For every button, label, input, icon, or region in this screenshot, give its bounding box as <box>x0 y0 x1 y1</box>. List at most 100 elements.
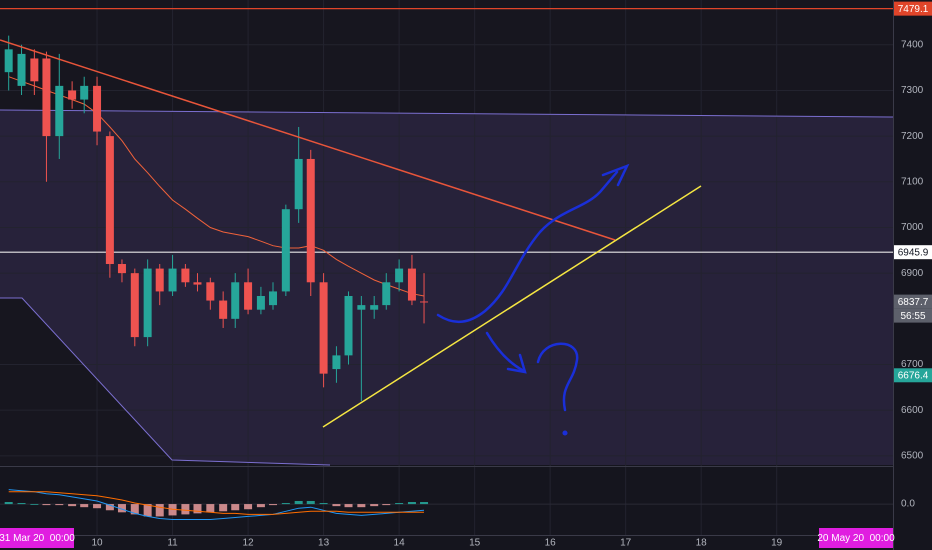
hand-drawing <box>436 163 630 436</box>
histogram-bar <box>219 504 228 512</box>
x-tick-label: 18 <box>696 538 708 549</box>
candles <box>4 35 429 402</box>
histogram-bar <box>244 504 253 510</box>
candle-body <box>370 305 379 310</box>
candle-body <box>143 268 152 338</box>
candle-body <box>344 295 353 356</box>
y-tick-label: 7400 <box>901 39 924 50</box>
price-label-box <box>894 1 932 16</box>
candle-body <box>93 85 102 132</box>
y-tick-label: 7000 <box>901 222 924 233</box>
histogram-bar <box>80 504 89 508</box>
x-tick-label: 17 <box>620 538 632 549</box>
channel-top <box>0 109 894 118</box>
up-arrow <box>436 170 619 323</box>
candle-body <box>420 301 429 303</box>
candle-body <box>68 90 77 100</box>
edge-date-box <box>0 528 74 548</box>
signal-line <box>8 491 424 515</box>
histogram-bar <box>281 503 290 505</box>
candle-body <box>206 282 215 301</box>
histogram-bar <box>231 504 240 511</box>
candle-body <box>130 273 139 338</box>
histogram-bar <box>130 504 139 515</box>
histogram-bar <box>117 504 126 513</box>
up-arrow-head <box>601 163 630 187</box>
y-tick-label: 6500 <box>901 451 924 462</box>
edge-date-box <box>819 528 893 548</box>
candle-body <box>30 58 39 82</box>
histogram-bar <box>143 504 152 517</box>
histogram-bar <box>382 504 391 506</box>
x-tick-label: 15 <box>469 538 481 549</box>
candle-body <box>256 295 265 310</box>
candle-body <box>105 136 114 265</box>
histogram-bar <box>294 500 303 505</box>
histogram-bar <box>55 504 64 506</box>
x-tick-label: 13 <box>318 538 330 549</box>
candle-body <box>181 268 190 283</box>
grid <box>0 0 893 535</box>
down-arrow-head <box>506 353 527 374</box>
x-tick-label: 16 <box>545 538 557 549</box>
histogram-bar <box>17 503 26 505</box>
histogram-bar <box>105 504 114 511</box>
histogram-bar <box>344 504 353 508</box>
question-mark <box>536 342 579 412</box>
candle-body <box>319 282 328 374</box>
price-lines <box>0 8 893 253</box>
x-tick-label: 14 <box>394 538 406 549</box>
candle-body <box>407 268 416 301</box>
y-tick-label: 6700 <box>901 359 924 370</box>
y-tick-label: 7100 <box>901 176 924 187</box>
y-tick-label: 7300 <box>901 85 924 96</box>
histogram-bar <box>193 504 202 514</box>
trendline-up <box>322 185 702 428</box>
edge-date-label: 20 May 20 00:00 <box>817 533 895 544</box>
price-label-box <box>894 368 932 383</box>
histogram-bar <box>268 504 277 506</box>
candle-body <box>55 85 64 137</box>
down-arrow <box>485 331 526 373</box>
candle-body <box>244 282 253 310</box>
countdown-box <box>894 308 932 323</box>
candle-body <box>80 85 89 100</box>
histogram-bar <box>206 504 215 513</box>
price-label-box <box>894 294 932 309</box>
candle-body <box>42 58 51 137</box>
candle-body <box>294 158 303 210</box>
histogram-bar <box>395 503 404 505</box>
candle-body <box>306 158 315 283</box>
channel-bottom <box>0 297 331 466</box>
axis-labels: 10 11 12 13 14 15 16 17 18 19 6500 6600 6700 6900 7000… <box>91 39 923 548</box>
histogram-bar <box>4 502 13 505</box>
histogram-bar <box>306 500 315 505</box>
y-tick-label: 6600 <box>901 405 924 416</box>
edge-date-label: 31 Mar 20 00:00 <box>0 533 75 544</box>
histogram-bar <box>30 504 39 505</box>
candle-body <box>332 355 341 370</box>
x-tick-label: 11 <box>167 538 178 549</box>
countdown: 56:55 <box>900 311 925 322</box>
histogram-bar <box>357 504 366 508</box>
candle-body <box>219 300 228 319</box>
macd-line <box>8 489 425 520</box>
histogram-bar <box>155 504 164 517</box>
trendline-down <box>0 39 616 241</box>
x-tick-label: 12 <box>243 538 255 549</box>
candle-body <box>357 305 366 310</box>
histogram-bar <box>407 502 416 505</box>
indicator-tick-label: 0.0 <box>901 499 915 510</box>
indicator-pane <box>0 489 893 520</box>
histogram-bar <box>42 504 51 506</box>
price-label: 6945.9 <box>898 247 929 258</box>
candle-body <box>168 268 177 292</box>
histogram-bar <box>93 504 102 509</box>
x-tick-label: 19 <box>771 538 783 549</box>
candle-body <box>155 268 164 292</box>
price-label: 6676.4 <box>898 370 929 381</box>
question-dot <box>562 430 568 436</box>
